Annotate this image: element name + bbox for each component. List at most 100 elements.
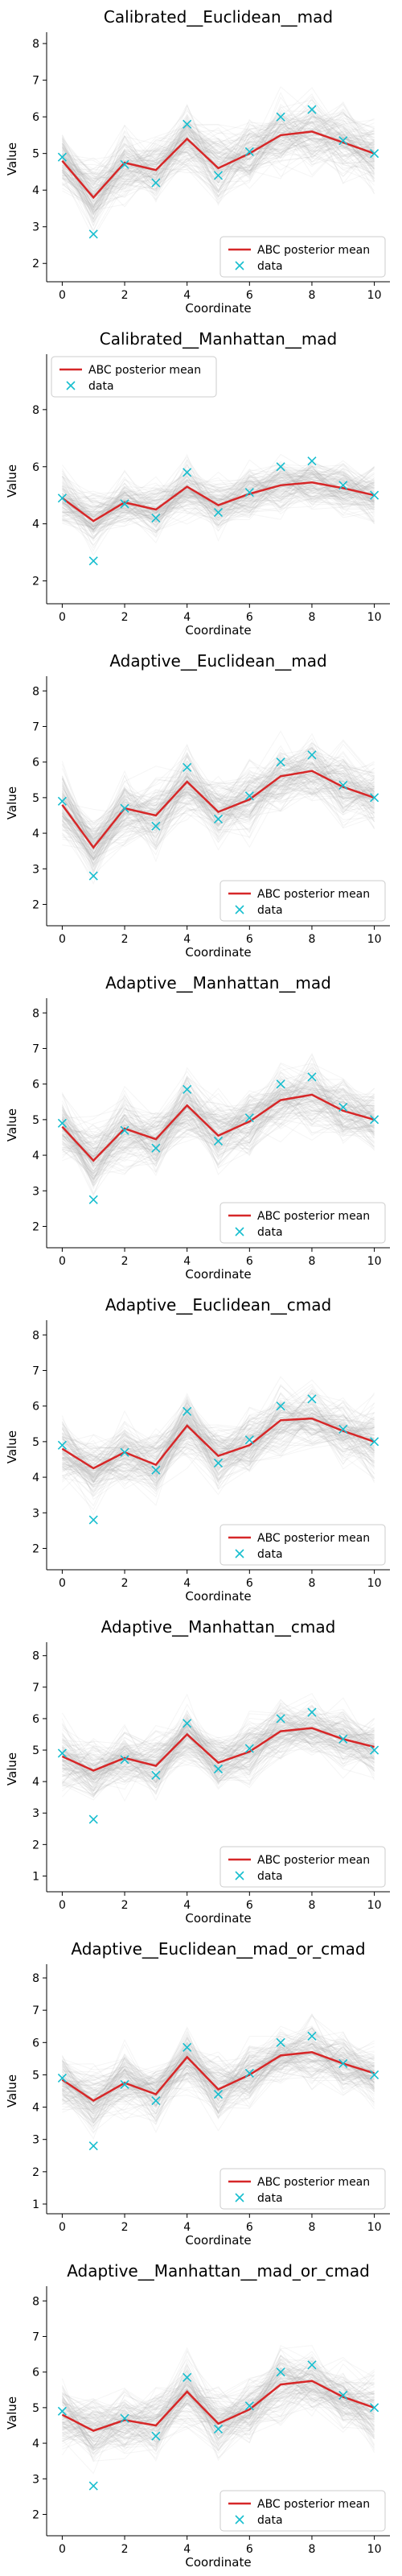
- data-point-marker: [120, 803, 129, 813]
- posterior-sample-line: [62, 481, 375, 517]
- posterior-sample-line: [61, 2362, 375, 2442]
- data-point-marker: [57, 1118, 67, 1128]
- posterior-sample-line: [62, 1412, 375, 1483]
- posterior-sample-line: [61, 1087, 375, 1195]
- data-point-marker: [338, 1424, 348, 1434]
- y-tick-label: 5: [32, 792, 39, 805]
- legend-swatch-data: [235, 261, 244, 270]
- posterior-sample-line: [62, 464, 375, 530]
- data-point-marker: [338, 1734, 348, 1744]
- posterior-sample-line: [62, 1409, 375, 1497]
- x-tick-label: 2: [121, 1899, 129, 1912]
- posterior-sample-line: [62, 2377, 375, 2438]
- posterior-sample-line: [62, 1389, 375, 1488]
- posterior-sample-line: [61, 126, 375, 222]
- posterior-sample-line: [62, 117, 375, 187]
- x-axis-label: Coordinate: [185, 2555, 251, 2570]
- posterior-sample-line: [62, 2047, 375, 2113]
- posterior-sample-line: [62, 474, 375, 539]
- posterior-sample-line: [62, 1094, 375, 1162]
- posterior-sample-line: [62, 106, 375, 198]
- posterior-sample-line: [62, 128, 375, 209]
- data-point-marker: [120, 1125, 129, 1135]
- y-tick-label: 4: [32, 2438, 39, 2450]
- posterior-sample-line: [61, 775, 375, 841]
- posterior-sample-line: [61, 774, 375, 861]
- posterior-sample-line: [62, 132, 375, 189]
- posterior-sample-line: [62, 1091, 375, 1174]
- posterior-sample-line: [62, 105, 375, 209]
- posterior-sample-line: [62, 476, 375, 522]
- posterior-sample-line: [62, 1080, 375, 1150]
- posterior-sample-line: [62, 127, 375, 185]
- legend-box: [219, 880, 386, 922]
- posterior-sample-line: [61, 746, 375, 836]
- posterior-sample-line: [62, 2359, 375, 2434]
- posterior-sample-line: [62, 1704, 375, 1785]
- x-tick-label: 6: [246, 2543, 253, 2556]
- posterior-sample-line: [61, 1732, 375, 1784]
- legend: ABC posterior mean data: [219, 236, 386, 278]
- posterior-sample-line: [62, 767, 375, 859]
- posterior-sample-line: [62, 2370, 375, 2428]
- posterior-sample-line: [62, 479, 375, 529]
- posterior-sample-line: [62, 1406, 375, 1465]
- y-tick-label: 4: [32, 2102, 39, 2115]
- posterior-sample-line: [62, 110, 375, 199]
- data-point-marker: [151, 1465, 161, 1475]
- posterior-sample-line: [62, 2380, 375, 2445]
- data-point-marker: [307, 456, 317, 466]
- posterior-sample-line: [62, 1402, 375, 1472]
- posterior-sample-line: [62, 2043, 375, 2110]
- x-tick-label: 2: [121, 1255, 129, 1268]
- posterior-sample-line: [61, 744, 375, 836]
- posterior-sample-line: [62, 758, 375, 835]
- posterior-mean-line: [61, 2380, 375, 2432]
- posterior-sample-line: [62, 1406, 375, 1492]
- posterior-sample-line: [62, 1724, 375, 1788]
- posterior-sample-line: [62, 2363, 375, 2440]
- posterior-sample-line: [62, 1717, 375, 1783]
- posterior-sample-line: [62, 1713, 375, 1770]
- posterior-sample-line: [62, 1710, 375, 1792]
- posterior-sample-line: [62, 460, 375, 527]
- posterior-sample-line: [62, 1727, 375, 1798]
- posterior-sample-line: [62, 1401, 375, 1476]
- posterior-mean-line: [61, 2051, 375, 2102]
- posterior-sample-line: [61, 1092, 375, 1162]
- posterior-sample-line: [61, 118, 375, 216]
- posterior-sample-line: [61, 1707, 375, 1794]
- posterior-sample-line: [62, 772, 375, 840]
- posterior-sample-line: [62, 2370, 375, 2452]
- data-point-marker: [57, 796, 67, 806]
- y-tick-label: 8: [32, 38, 39, 51]
- data-point-marker: [151, 514, 161, 523]
- posterior-sample-line: [61, 1715, 375, 1774]
- posterior-sample-line: [62, 1078, 375, 1153]
- posterior-sample-line: [62, 1723, 375, 1772]
- data-point-marker: [307, 1072, 317, 1082]
- posterior-sample-line: [62, 2043, 375, 2116]
- posterior-sample-line: [62, 1088, 375, 1165]
- posterior-sample-line: [62, 1075, 375, 1162]
- posterior-sample-line: [62, 1407, 375, 1490]
- posterior-sample-line: [62, 112, 375, 186]
- posterior-sample-line: [62, 1079, 375, 1145]
- posterior-sample-line: [62, 2037, 375, 2110]
- posterior-sample-line: [62, 1703, 375, 1782]
- posterior-sample-line: [62, 1079, 375, 1170]
- posterior-sample-line: [62, 752, 375, 850]
- legend-label-posterior-mean: ABC posterior mean: [257, 2176, 370, 2189]
- posterior-sample-line: [62, 1079, 375, 1157]
- posterior-sample-line: [62, 2382, 375, 2450]
- posterior-sample-line: [62, 122, 375, 187]
- posterior-sample-line: [62, 134, 375, 195]
- posterior-sample-line: [62, 1079, 375, 1158]
- posterior-sample-line: [62, 1406, 375, 1480]
- posterior-sample-line: [62, 1711, 375, 1789]
- posterior-sample-line: [62, 2377, 375, 2422]
- data-point-marker: [213, 1136, 224, 1146]
- posterior-sample-line: [61, 470, 375, 525]
- posterior-sample-line: [61, 753, 375, 869]
- posterior-sample-line: [62, 2370, 375, 2427]
